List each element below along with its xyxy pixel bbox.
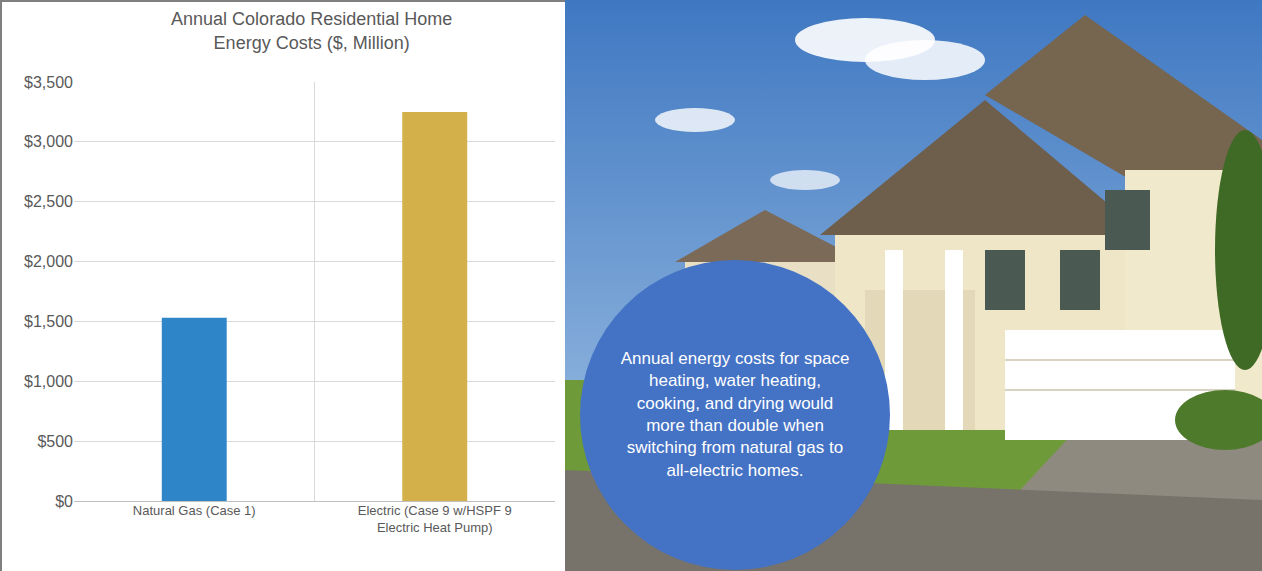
- svg-text:Annual Colorado Residential Ho: Annual Colorado Residential HomeEnergy C…: [171, 9, 452, 52]
- svg-text:$0: $0: [55, 493, 73, 510]
- svg-text:Electric (Case 9 w/HSPF 9Elect: Electric (Case 9 w/HSPF 9Electric Heat P…: [358, 503, 512, 535]
- svg-text:$3,500: $3,500: [24, 74, 73, 91]
- svg-text:$500: $500: [37, 433, 73, 450]
- svg-text:Natural Gas (Case 1): Natural Gas (Case 1): [133, 503, 256, 518]
- svg-text:$3,000: $3,000: [24, 133, 73, 150]
- svg-text:$2,500: $2,500: [24, 193, 73, 210]
- svg-text:$1,000: $1,000: [24, 373, 73, 390]
- svg-text:$2,000: $2,000: [24, 253, 73, 270]
- svg-text:$1,500: $1,500: [24, 313, 73, 330]
- html-text:Annual energy costs for space: Annual energy costs for space heating, w…: [620, 348, 850, 480]
